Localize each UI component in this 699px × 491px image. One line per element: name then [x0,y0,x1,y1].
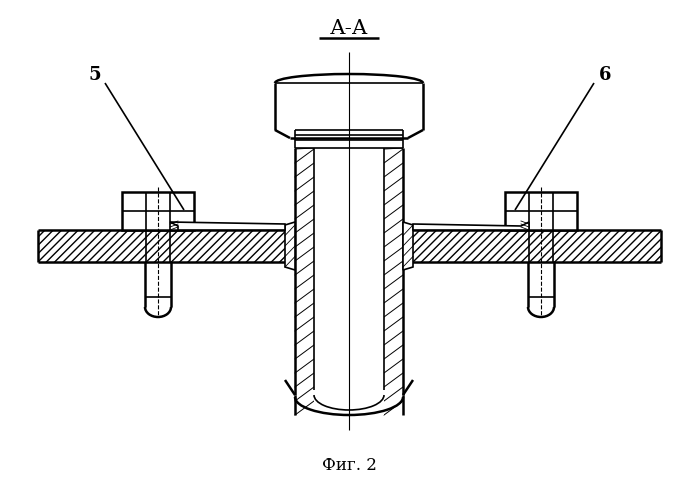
Text: Фиг. 2: Фиг. 2 [322,458,377,474]
Polygon shape [413,222,529,230]
Bar [122,192,194,230]
Polygon shape [170,222,285,230]
Bar [295,130,403,148]
Text: А-А: А-А [330,19,368,37]
Polygon shape [285,222,295,270]
Text: 5: 5 [89,66,101,84]
Bar [314,148,384,415]
Bar [505,192,577,230]
Bar [38,230,295,262]
Bar [403,230,661,262]
Polygon shape [403,222,413,270]
Text: 6: 6 [599,66,611,84]
